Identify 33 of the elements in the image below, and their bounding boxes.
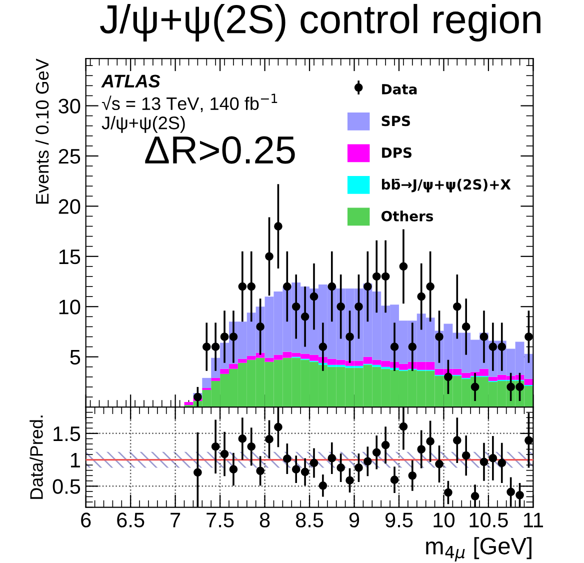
x-tick-label: 10.5 xyxy=(470,512,508,528)
y-tick-label: 1 xyxy=(70,453,80,468)
annotation: √s = 13 TeV, 140 fb$^{−1}$ xyxy=(102,94,278,112)
x-tick-label: 9.5 xyxy=(385,512,413,528)
x-tick-label: 11 xyxy=(524,512,543,528)
x-tick-label: 6.5 xyxy=(117,512,144,528)
x-tick-label: 8 xyxy=(260,512,270,528)
y-axis-title: Events / 0.10 GeV xyxy=(35,58,49,204)
x-axis-title: m$_{4μ}$ [GeV] xyxy=(426,537,532,562)
legend-label: DPS xyxy=(382,147,412,158)
x-tick-label: 7.5 xyxy=(206,512,234,528)
legend-label: Others xyxy=(382,210,434,222)
x-tick-label: 10 xyxy=(434,512,454,528)
y-tick-label: 5 xyxy=(70,350,80,365)
legend-label: bb̄→J/ψ+ψ(2S)+X xyxy=(382,178,511,192)
legend-label: SPS xyxy=(382,116,410,126)
y-tick-label: 15 xyxy=(59,250,80,264)
legend-label: Data xyxy=(382,84,417,94)
x-tick-label: 9 xyxy=(349,512,360,528)
annotation: ΔR>0.25 xyxy=(145,136,295,164)
y-tick-label: 10 xyxy=(59,300,80,314)
x-tick-label: 8.5 xyxy=(296,512,324,528)
chart-title: J/ψ+ψ(2S) control region xyxy=(100,4,540,42)
x-tick-label: 6 xyxy=(81,512,91,528)
y-tick-label: 20 xyxy=(58,199,80,214)
annotation: J/ψ+ψ(2S) xyxy=(102,116,185,133)
y-tick-label: 0.5 xyxy=(52,479,80,494)
annotation: ATLAS xyxy=(101,74,160,88)
x-tick-label: 7 xyxy=(170,512,180,528)
y-tick-label: 30 xyxy=(58,98,80,114)
y-tick-label: 1.5 xyxy=(54,426,80,442)
y-tick-label: 25 xyxy=(58,148,80,164)
y-axis-title: Data/Pred. xyxy=(30,416,43,499)
